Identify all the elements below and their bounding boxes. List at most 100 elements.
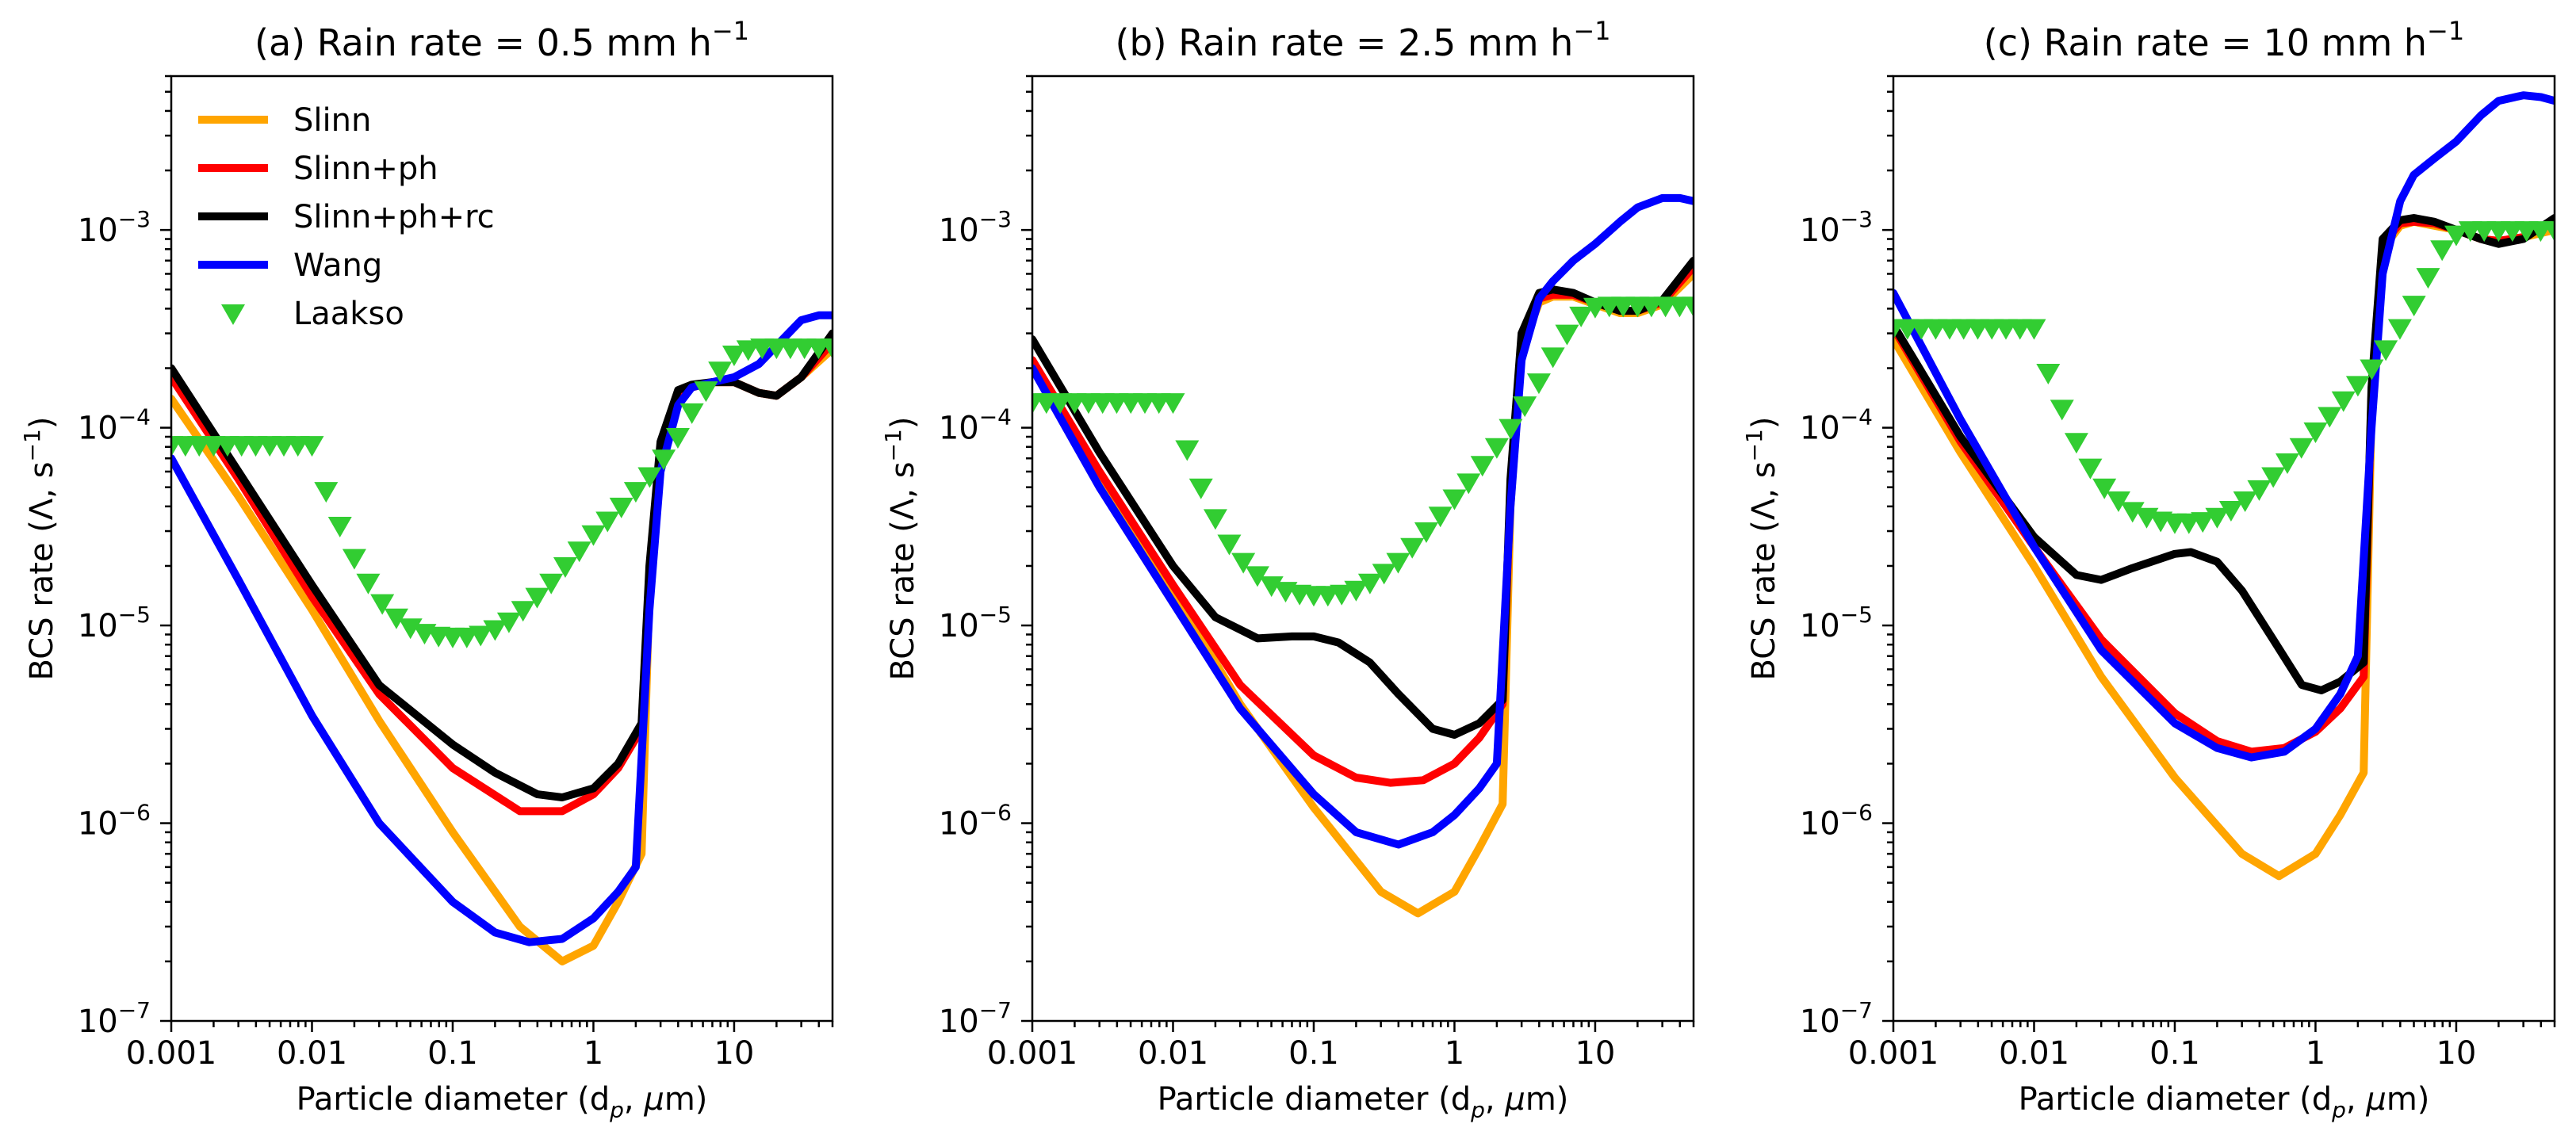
series-wang-line <box>1032 193 1694 849</box>
y-tick-exponent: −3 <box>118 206 151 232</box>
y-axis-label-superscript: −1 <box>1741 429 1767 461</box>
series-laakso-marker <box>1569 306 1594 327</box>
series-laakso-marker <box>652 449 676 471</box>
series-laakso-marker <box>1442 489 1467 510</box>
y-axis-label: BCS rate (Λ, s−1) <box>1741 417 1782 681</box>
series-laakso-marker <box>1456 473 1481 495</box>
series-laakso-marker <box>2416 268 2440 289</box>
y-tick-exponent: −7 <box>118 997 151 1023</box>
series-laakso-marker <box>1513 396 1537 418</box>
series-laakso-marker <box>2106 491 2130 513</box>
series-laakso-marker <box>1555 324 1579 346</box>
series-laakso-marker <box>2036 364 2061 385</box>
y-tick-label: 10−7 <box>78 997 151 1040</box>
x-axis-label: Particle diameter (dp, μm) <box>1158 1081 1569 1123</box>
series-laakso-marker <box>1245 566 1269 587</box>
series-laakso-marker <box>2402 296 2426 317</box>
x-axis-label-comma: , <box>624 1081 644 1118</box>
x-axis-label-text: Particle diameter (d <box>1158 1081 1472 1118</box>
series-laakso-marker <box>496 612 521 633</box>
plot-area <box>171 311 833 965</box>
x-tick-label: 1 <box>2306 1035 2325 1072</box>
y-tick-base: 10 <box>939 411 979 447</box>
series-laakso-marker <box>483 620 507 641</box>
series-laakso-marker <box>1428 507 1453 528</box>
y-tick-label: 10−7 <box>1800 997 1873 1040</box>
series-laakso-marker <box>1344 580 1368 602</box>
legend-laakso-label: Laakso <box>293 296 404 332</box>
series-laakso-marker <box>2444 225 2468 247</box>
legend-slinn-ph-rc-label: Slinn+ph+rc <box>293 199 495 235</box>
series-laakso-marker <box>1357 573 1382 594</box>
y-tick-label: 10−6 <box>78 800 151 843</box>
series-laakso-marker <box>2360 359 2384 380</box>
series-laakso-marker <box>2430 240 2455 262</box>
series-laakso-marker <box>1541 347 1565 369</box>
series-laakso-marker <box>2387 319 2412 340</box>
x-axis-label: Particle diameter (dp, μm) <box>297 1081 708 1123</box>
series-laakso-marker <box>679 403 704 424</box>
y-tick-label: 10−6 <box>939 800 1012 843</box>
series-laakso-marker <box>2120 502 2145 523</box>
series-laakso-marker <box>2289 438 2314 459</box>
series-laakso-marker <box>370 594 395 615</box>
y-tick-exponent: −3 <box>979 206 1012 232</box>
series-laakso-marker <box>356 573 381 594</box>
legend: Slinn Slinn+ph Slinn+ph+rc Wang Laakso <box>198 102 495 332</box>
series-laakso-marker <box>2275 453 2299 474</box>
y-tick-label: 10−4 <box>1800 404 1873 447</box>
series-laakso-marker <box>2374 340 2398 361</box>
series-laakso-marker <box>2345 376 2370 397</box>
series-laakso-marker <box>708 361 733 383</box>
series-laakso-marker <box>1161 393 1185 415</box>
x-axis-label-tail: m) <box>2387 1081 2430 1118</box>
series-laakso-marker <box>1259 576 1284 598</box>
y-tick-base: 10 <box>1800 608 1840 644</box>
y-tick-base: 10 <box>939 212 979 249</box>
series-laakso-marker <box>2543 221 2555 242</box>
y-tick-exponent: −5 <box>1840 602 1873 628</box>
plot-frame <box>170 75 834 1023</box>
series-laakso-marker <box>469 625 493 647</box>
x-tick-label: 10 <box>2436 1035 2476 1072</box>
series-laakso-marker <box>1682 296 1694 318</box>
y-axis-label-tail: ) <box>1746 417 1782 430</box>
series-laakso-marker <box>314 482 339 503</box>
x-axis-label-comma: , <box>1485 1081 1505 1118</box>
y-tick-label: 10−5 <box>78 602 151 644</box>
y-tick-label: 10−5 <box>939 602 1012 644</box>
series-laakso-marker <box>623 482 648 503</box>
y-axis-label-tail: ) <box>885 417 921 430</box>
x-axis-label-text: Particle diameter (d <box>297 1081 611 1118</box>
series-laakso-marker <box>1400 537 1425 559</box>
panel-title: (b) Rain rate = 2.5 mm h−1 <box>1116 16 1611 64</box>
series-laakso-marker <box>327 517 352 538</box>
panel-title-superscript: −1 <box>1573 16 1610 46</box>
series-laakso-marker <box>539 573 564 594</box>
x-axis-label-text: Particle diameter (d <box>2019 1081 2333 1118</box>
series-laakso-marker <box>1217 534 1242 556</box>
series-laakso-marker <box>384 608 408 629</box>
series-laakso-marker <box>2092 478 2117 499</box>
y-tick-exponent: −3 <box>1840 206 1873 232</box>
panel-title-text: (b) Rain rate = 2.5 mm h <box>1116 21 1574 64</box>
series-laakso-marker <box>821 338 833 359</box>
legend-slinn-label: Slinn <box>293 102 371 139</box>
x-axis-label-tail: m) <box>1525 1081 1569 1118</box>
x-axis-label-subscript: p <box>609 1097 624 1123</box>
series-laakso-marker <box>300 436 324 457</box>
legend-slinn-ph-label: Slinn+ph <box>293 151 438 187</box>
x-axis-label-comma: , <box>2346 1081 2366 1118</box>
series-laakso-marker <box>2331 391 2356 412</box>
y-axis-label: BCS rate (Λ, s−1) <box>19 417 60 681</box>
y-tick-base: 10 <box>78 411 118 447</box>
y-tick-label: 10−7 <box>939 997 1012 1040</box>
series-laakso-marker <box>2247 480 2272 501</box>
x-axis-label-mu: μ <box>1504 1081 1525 1118</box>
series-laakso-marker <box>1414 522 1438 544</box>
y-tick-base: 10 <box>78 806 118 843</box>
series-laakso-marker <box>1499 419 1523 440</box>
y-axis-label-tail: ) <box>24 417 60 430</box>
panel-title-superscript: −1 <box>2427 16 2464 46</box>
